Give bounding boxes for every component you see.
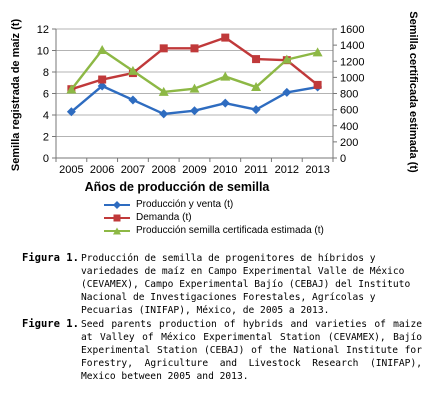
legend-label-demand: Demanda (t) [136,212,192,223]
data-point-square [190,44,199,53]
data-point-triangle [312,47,323,57]
data-point-diamond [190,106,199,116]
series-3 [66,44,323,96]
right-tick-label: 0 [340,153,346,165]
data-point-diamond [66,107,76,117]
legend-swatch-production [104,200,130,210]
left-axis-title: Semilla registrada de maíz (t) [10,19,22,172]
data-point-diamond [128,95,138,105]
data-point-triangle [189,83,200,93]
data-point-diamond [220,98,230,108]
x-tick-labels: 2005 2006 2007 2008 2009 2010 2011 2012 2013 [59,164,330,176]
data-point-square [313,80,322,89]
right-tick-label: 1600 [340,24,364,36]
x-tick-label: 2013 [305,164,329,176]
data-point-square [98,75,107,84]
x-axis-title: Años de producción de semilla [85,180,271,194]
right-tick-label: 600 [340,105,358,117]
legend-swatch-demand [104,213,130,223]
axes [52,28,337,162]
x-tick-label: 2010 [213,164,237,176]
legend-item-demand: Demanda (t) [104,211,324,224]
right-tick-labels: 0 200 400 600 800 1000 1200 1400 1600 [340,24,364,165]
data-point-triangle [281,54,292,64]
caption-spanish: Figura 1. Producción de semilla de proge… [22,252,422,317]
x-tick-label: 2007 [121,164,145,176]
left-tick-label: 12 [37,24,49,36]
caption-text-es: Producción de semilla de progenitores de… [81,253,411,316]
caption-label-es: Figura 1. [22,252,79,264]
left-tick-label: 10 [37,46,49,58]
data-point-triangle [220,71,231,81]
legend-item-certified: Producción semilla certificada estimada … [104,224,324,237]
right-tick-label: 1200 [340,56,364,68]
caption-text-en: Seed parents production of hybrids and v… [81,319,422,382]
x-tick-label: 2005 [59,164,83,176]
data-point-triangle [251,82,262,92]
data-point-diamond [282,87,292,97]
left-tick-label: 6 [43,89,49,101]
right-axis-title: Semilla certificada estimada (t) [407,11,419,173]
data-point-square [221,33,230,42]
data-point-diamond [251,105,261,115]
right-tick-label: 1400 [340,40,364,52]
left-tick-labels: 0 2 4 6 8 10 12 [37,24,49,165]
x-tick-label: 2008 [151,164,175,176]
legend-label-production: Producción y venta (t) [136,199,234,210]
series-group [66,33,323,119]
data-point-triangle [97,44,108,54]
right-tick-label: 400 [340,121,358,133]
figure-captions: Figura 1. Producción de semilla de proge… [22,252,422,384]
legend-item-production: Producción y venta (t) [104,198,324,211]
x-tick-label: 2012 [275,164,299,176]
data-point-triangle [158,86,169,96]
right-tick-label: 800 [340,89,358,101]
data-point-diamond [97,81,107,91]
right-tick-label: 200 [340,137,358,149]
data-point-diamond [159,109,169,119]
legend: Producción y venta (t) Demanda (t) Produ… [104,198,324,237]
left-tick-label: 8 [43,67,49,79]
data-point-triangle [127,65,138,75]
left-tick-label: 0 [43,153,49,165]
caption-label-en: Figure 1. [22,318,79,330]
legend-label-certified: Producción semilla certificada estimada … [136,225,324,236]
left-tick-label: 4 [43,110,49,122]
data-point-triangle [66,84,77,94]
data-point-square [159,44,168,53]
x-tick-label: 2006 [90,164,114,176]
left-tick-label: 2 [43,132,49,144]
caption-english: Figure 1. Seed parents production of hyb… [22,318,422,383]
right-tick-label: 1000 [340,72,364,84]
x-tick-label: 2009 [182,164,206,176]
x-tick-label: 2011 [244,164,268,176]
legend-swatch-certified [104,226,130,236]
data-point-square [252,55,261,64]
